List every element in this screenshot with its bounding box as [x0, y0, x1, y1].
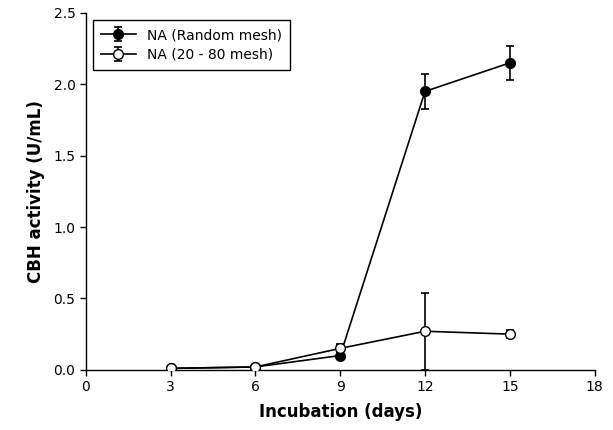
Y-axis label: CBH activity (U/mL): CBH activity (U/mL)	[27, 100, 45, 283]
X-axis label: Incubation (days): Incubation (days)	[259, 402, 422, 421]
Legend: NA (Random mesh), NA (20 - 80 mesh): NA (Random mesh), NA (20 - 80 mesh)	[93, 20, 291, 70]
